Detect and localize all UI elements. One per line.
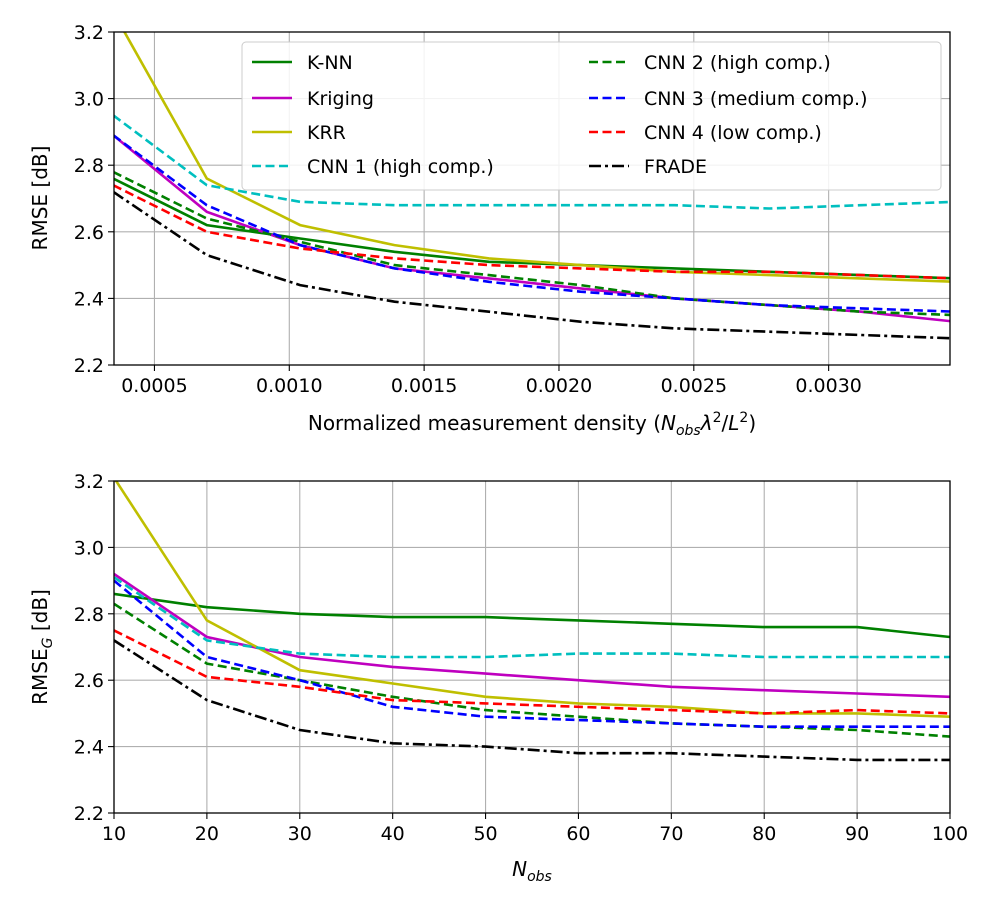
bottom-series-k-nn [114,592,950,639]
bottom-series-frade [114,639,950,762]
legend-label-cnn2: CNN 2 (high comp.) [644,52,831,74]
bottom-y-tick-label: 2.6 [74,670,104,692]
top-series-cnn-1-high-comp [114,114,950,210]
top-x-tick-label: 0.0015 [391,375,457,397]
top-series-krr [122,32,950,283]
top-y-tick-label: 2.6 [74,222,104,244]
bottom-x-tick-label: 100 [932,823,968,845]
top-x-tick-label: 0.0030 [795,375,861,397]
bottom-series-cnn-3-medium-comp [114,579,950,729]
bottom-plot: 10 20 30 40 50 60 70 80 90 1002.22.42.62.83.03.2 … [28,471,968,885]
bottom-series-cnn-2-high-comp [114,602,950,738]
legend: K-NN Kriging KRR CNN 1 (high comp.) CNN … [241,41,942,191]
bottom-y-tick-label: 3.2 [74,471,104,493]
top-series-k-nn [114,177,950,280]
bottom-x-axis-label: Nobs [512,857,552,885]
top-plot-series [114,32,950,340]
top-series-cnn-3-medium-comp [114,134,950,313]
bottom-series-kriging [114,572,950,699]
top-y-tick-label: 2.4 [74,288,104,310]
top-x-tick-label: 0.0010 [256,375,322,397]
bottom-x-tick-label: 40 [381,823,405,845]
bottom-y-tick-label: 3.0 [74,537,104,559]
bottom-plot-series [114,481,950,762]
top-y-tick-label: 2.2 [74,355,104,377]
bottom-y-tick-label: 2.2 [74,803,104,825]
top-plot: 0.0005 0.0010 0.0015 0.0020 0.0025 0.0030 2.2 2… [28,22,951,439]
bottom-x-tick-label: 50 [473,823,497,845]
top-x-axis-label: Normalized measurement density (Nobsλ2/L… [308,410,756,439]
bottom-x-tick-label: 90 [845,823,869,845]
legend-label-krr: KRR [307,122,346,144]
bottom-x-tick-label: 20 [195,823,219,845]
legend-box [241,41,942,191]
bottom-x-tick-label: 10 [102,823,126,845]
top-x-tick-label: 0.0020 [526,375,592,397]
bottom-y-tick-label: 2.4 [74,737,104,759]
bottom-series-cnn-4-low-comp [114,629,950,715]
top-y-tick-label: 2.8 [74,155,104,177]
bottom-y-axis-label: RMSEG [dB] [28,589,56,705]
legend-label-kriging: Kriging [307,88,374,110]
legend-label-cnn1: CNN 1 (high comp.) [307,156,494,178]
bottom-y-tick-label: 2.8 [74,604,104,626]
bottom-series-cnn-1-high-comp [114,576,950,659]
top-x-tick-label: 0.0025 [661,375,727,397]
legend-label-knn: K-NN [307,52,353,74]
bottom-x-tick-label: 80 [752,823,776,845]
bottom-plot-ticks: 10 20 30 40 50 60 70 80 90 100 2.2 2.4 2.6 2.8 3.0 3.2 [74,471,968,845]
bottom-x-tick-label: 30 [288,823,312,845]
top-series-frade [114,190,950,340]
top-x-tick-label: 0.0005 [121,375,187,397]
legend-label-cnn4: CNN 4 (low comp.) [644,122,822,144]
legend-label-frade: FRADE [644,156,707,178]
top-y-tick-label: 3.0 [74,89,104,111]
top-y-axis-label: RMSE [dB] [28,146,52,251]
bottom-plot-frame [113,480,951,814]
bottom-x-tick-label: 70 [659,823,683,845]
bottom-x-tick-label: 60 [566,823,590,845]
bottom-plot-grid [113,480,951,814]
top-series-cnn-4-low-comp [114,184,950,280]
top-plot-ticks: 0.0005 0.0010 0.0015 0.0020 0.0025 0.0030 2.2 2… [74,22,862,397]
top-series-cnn-2-high-comp [114,170,950,317]
top-plot-frame [113,31,951,366]
bottom-series-krr [114,481,950,718]
legend-label-cnn3: CNN 3 (medium comp.) [644,88,868,110]
top-y-tick-label: 3.2 [74,22,104,44]
